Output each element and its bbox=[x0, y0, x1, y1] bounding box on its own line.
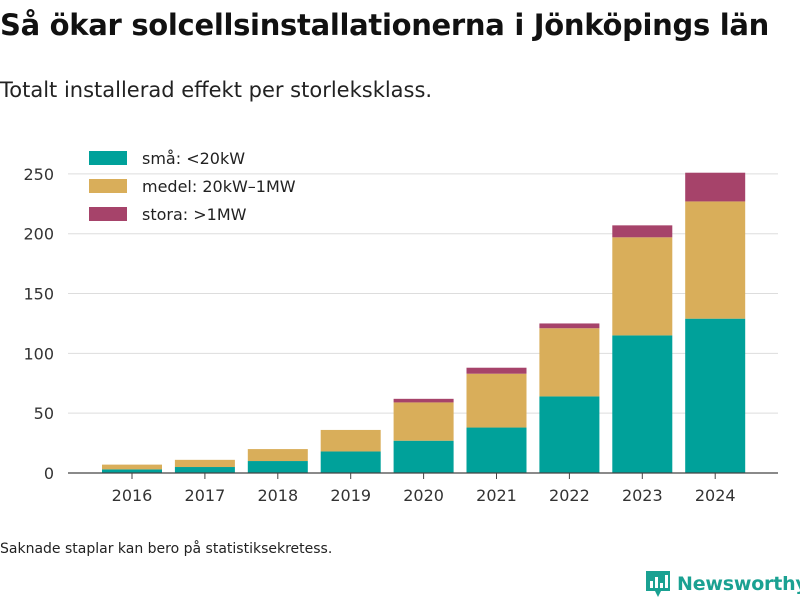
legend-label: medel: 20kW–1MW bbox=[142, 177, 296, 196]
bar-segment bbox=[393, 402, 454, 441]
bar-segment bbox=[466, 367, 527, 374]
legend-swatch bbox=[89, 151, 127, 165]
bar-segment bbox=[247, 449, 308, 462]
y-tick-label: 250 bbox=[23, 165, 54, 184]
y-tick-label: 100 bbox=[23, 344, 54, 363]
footnote: Saknade staplar kan bero på statistiksek… bbox=[0, 541, 333, 557]
x-tick-label: 2021 bbox=[476, 486, 517, 505]
bar-segment bbox=[174, 467, 235, 473]
bar-segment bbox=[247, 461, 308, 473]
bar-segment bbox=[393, 398, 454, 403]
newsworthy-logo-icon bbox=[646, 571, 670, 597]
legend-label: stora: >1MW bbox=[142, 205, 247, 224]
legend: små: <20kW medel: 20kW–1MW stora: >1MW bbox=[89, 149, 296, 224]
bar-segment bbox=[393, 440, 454, 473]
x-tick-label: 2018 bbox=[257, 486, 298, 505]
x-tick-label: 2024 bbox=[695, 486, 736, 505]
bar-segment bbox=[612, 237, 673, 336]
x-tick-label: 2016 bbox=[112, 486, 153, 505]
bar-segment bbox=[539, 323, 600, 329]
x-tick-label: 2019 bbox=[330, 486, 371, 505]
brand-logo: Newsworthy bbox=[645, 570, 800, 598]
bar-segment bbox=[685, 172, 746, 202]
bar-segment bbox=[320, 429, 381, 452]
y-tick-label: 0 bbox=[44, 464, 54, 483]
legend-swatch bbox=[89, 207, 127, 221]
bars bbox=[102, 172, 746, 473]
x-tick-label: 2017 bbox=[185, 486, 226, 505]
bar-segment bbox=[174, 459, 235, 468]
bar-segment bbox=[612, 225, 673, 238]
x-axis: 2016 2017 2018 2019 2020 2021 2022 2023 2024 bbox=[68, 472, 778, 505]
x-tick-label: 2023 bbox=[622, 486, 663, 505]
bar-segment bbox=[685, 318, 746, 473]
bar-segment bbox=[320, 451, 381, 473]
bar-segment bbox=[102, 464, 162, 470]
bar-segment bbox=[466, 427, 527, 473]
x-tick-label: 2020 bbox=[403, 486, 444, 505]
chart-subtitle: Totalt installerad effekt per storlekskl… bbox=[0, 78, 433, 102]
legend-swatch bbox=[89, 179, 127, 193]
legend-label: små: <20kW bbox=[142, 149, 245, 168]
bar-segment bbox=[466, 373, 527, 428]
bar-segment bbox=[102, 469, 162, 473]
bar-segment bbox=[539, 328, 600, 397]
brand-name: Newsworthy bbox=[677, 573, 800, 595]
x-tick-label: 2022 bbox=[549, 486, 590, 505]
chart-title: Så ökar solcellsinstallationerna i Jönkö… bbox=[0, 8, 769, 42]
y-tick-label: 200 bbox=[23, 225, 54, 244]
y-tick-label: 150 bbox=[23, 285, 54, 304]
bar-segment bbox=[685, 201, 746, 319]
bar-segment bbox=[612, 335, 673, 473]
y-tick-label: 50 bbox=[34, 404, 54, 423]
bar-segment bbox=[539, 396, 600, 473]
stacked-bar-chart: 0 50 100 150 200 250 2016 2017 2018 2019 2020 2021… bbox=[23, 149, 778, 505]
y-axis: 0 50 100 150 200 250 bbox=[23, 165, 54, 483]
